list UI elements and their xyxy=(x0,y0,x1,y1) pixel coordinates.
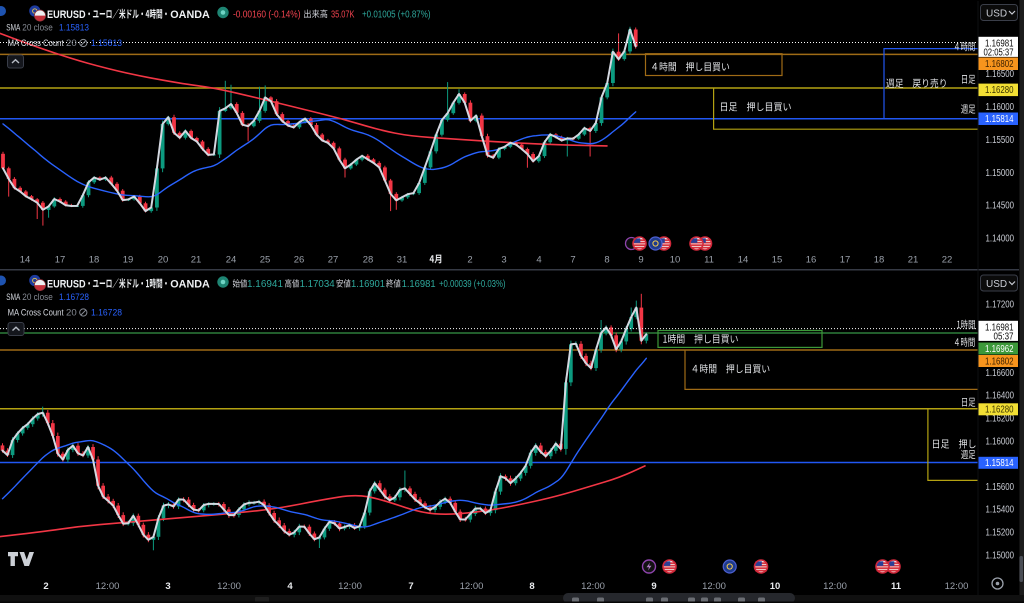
svg-text:1.15500: 1.15500 xyxy=(986,135,1015,146)
svg-text:1.16280: 1.16280 xyxy=(985,405,1014,416)
svg-text:1.16728: 1.16728 xyxy=(59,292,89,303)
svg-text:1.16981: 1.16981 xyxy=(985,39,1014,50)
svg-text:USD: USD xyxy=(986,279,1007,290)
svg-text:3: 3 xyxy=(501,255,506,266)
svg-text:1.16500: 1.16500 xyxy=(986,69,1015,80)
svg-text:12:00: 12:00 xyxy=(581,581,605,592)
svg-text:25: 25 xyxy=(260,255,271,266)
svg-text:1.15200: 1.15200 xyxy=(986,528,1015,539)
svg-text:1.17200: 1.17200 xyxy=(986,300,1015,311)
svg-text:SMA: SMA xyxy=(6,292,20,303)
svg-text:2: 2 xyxy=(467,255,472,266)
svg-text:1.16200: 1.16200 xyxy=(986,414,1015,425)
svg-text:7: 7 xyxy=(408,581,413,592)
svg-text:12:00: 12:00 xyxy=(338,581,362,592)
svg-text:1.15000: 1.15000 xyxy=(986,168,1015,179)
svg-text:SMA: SMA xyxy=(6,23,20,34)
svg-text:MA Cross Count: MA Cross Count xyxy=(8,38,64,49)
svg-text:-0.00160 (-0.14%): -0.00160 (-0.14%) xyxy=(233,9,301,20)
svg-text:20: 20 xyxy=(66,38,77,49)
svg-text:1.15813: 1.15813 xyxy=(91,38,122,49)
svg-text:1.17034: 1.17034 xyxy=(300,279,336,290)
svg-text:17: 17 xyxy=(840,255,851,266)
svg-text:1.16802: 1.16802 xyxy=(985,356,1014,367)
svg-text:10: 10 xyxy=(770,581,781,592)
svg-text:12:00: 12:00 xyxy=(702,581,726,592)
svg-text:24: 24 xyxy=(226,255,237,266)
svg-text:1.16600: 1.16600 xyxy=(986,368,1015,379)
svg-text:1.16941: 1.16941 xyxy=(247,279,283,290)
svg-text:8: 8 xyxy=(604,255,609,266)
svg-text:8: 8 xyxy=(529,581,534,592)
svg-text:11: 11 xyxy=(891,581,902,592)
svg-text:1.15600: 1.15600 xyxy=(986,482,1015,493)
svg-text:1.16962: 1.16962 xyxy=(985,344,1014,355)
svg-text:1.16400: 1.16400 xyxy=(986,391,1015,402)
svg-text:05:37: 05:37 xyxy=(994,332,1014,343)
svg-text:1.16728: 1.16728 xyxy=(91,308,122,319)
svg-text:1.16981: 1.16981 xyxy=(985,323,1014,334)
svg-text:26: 26 xyxy=(294,255,305,266)
svg-text:7: 7 xyxy=(570,255,575,266)
svg-text:12:00: 12:00 xyxy=(96,581,120,592)
svg-text:17: 17 xyxy=(55,255,66,266)
svg-text:19: 19 xyxy=(123,255,134,266)
svg-text:21: 21 xyxy=(191,255,202,266)
svg-text:16: 16 xyxy=(806,255,817,266)
svg-text:18: 18 xyxy=(89,255,100,266)
svg-text:27: 27 xyxy=(328,255,339,266)
svg-text:1.14500: 1.14500 xyxy=(986,201,1015,212)
svg-text:9: 9 xyxy=(638,255,643,266)
svg-text:1.16981: 1.16981 xyxy=(402,279,436,290)
svg-text:1.15000: 1.15000 xyxy=(986,550,1015,561)
svg-text:9: 9 xyxy=(651,581,656,592)
svg-text:2: 2 xyxy=(43,581,48,592)
svg-text:14: 14 xyxy=(738,255,749,266)
svg-text:1.16901: 1.16901 xyxy=(351,279,385,290)
svg-text:+0.01005 (+0.87%): +0.01005 (+0.87%) xyxy=(362,9,431,20)
svg-text:21: 21 xyxy=(908,255,919,266)
svg-text:1.15813: 1.15813 xyxy=(59,23,89,34)
svg-text:35.07K: 35.07K xyxy=(331,9,355,20)
svg-text:1.14000: 1.14000 xyxy=(986,234,1015,245)
svg-text:10: 10 xyxy=(670,255,681,266)
svg-text:11: 11 xyxy=(704,255,714,266)
svg-text:28: 28 xyxy=(363,255,374,266)
svg-text:1.16000: 1.16000 xyxy=(986,436,1015,447)
svg-text:20: 20 xyxy=(158,255,169,266)
svg-text:+0.00039 (+0.03%): +0.00039 (+0.03%) xyxy=(439,279,506,290)
svg-text:20: 20 xyxy=(66,308,77,319)
svg-text:USD: USD xyxy=(986,9,1007,20)
svg-text:18: 18 xyxy=(874,255,885,266)
svg-text:12:00: 12:00 xyxy=(460,581,484,592)
svg-text:EURUSD: EURUSD xyxy=(47,9,86,21)
svg-text:31: 31 xyxy=(397,255,408,266)
svg-text:1.15814: 1.15814 xyxy=(985,114,1014,125)
svg-text:20 close: 20 close xyxy=(22,23,53,34)
svg-text:3: 3 xyxy=(165,581,170,592)
svg-text:12:00: 12:00 xyxy=(823,581,847,592)
svg-text:4: 4 xyxy=(287,581,293,592)
svg-text:1.16802: 1.16802 xyxy=(985,59,1014,70)
svg-text:MA Cross Count: MA Cross Count xyxy=(8,308,64,319)
svg-text:4: 4 xyxy=(536,255,541,266)
svg-text:1.16000: 1.16000 xyxy=(986,102,1015,113)
svg-text:1.15814: 1.15814 xyxy=(985,458,1014,469)
svg-text:15: 15 xyxy=(772,255,783,266)
svg-text:EURUSD: EURUSD xyxy=(47,278,86,290)
svg-text:12:00: 12:00 xyxy=(945,581,969,592)
svg-text:12:00: 12:00 xyxy=(217,581,241,592)
svg-text:02:05:37: 02:05:37 xyxy=(984,48,1014,59)
svg-text:14: 14 xyxy=(20,255,31,266)
svg-text:1.15400: 1.15400 xyxy=(986,505,1015,516)
svg-text:OANDA: OANDA xyxy=(170,278,210,290)
svg-text:22: 22 xyxy=(942,255,953,266)
svg-text:OANDA: OANDA xyxy=(170,9,210,21)
svg-text:20 close: 20 close xyxy=(22,292,53,303)
svg-text:1.16280: 1.16280 xyxy=(985,85,1014,96)
